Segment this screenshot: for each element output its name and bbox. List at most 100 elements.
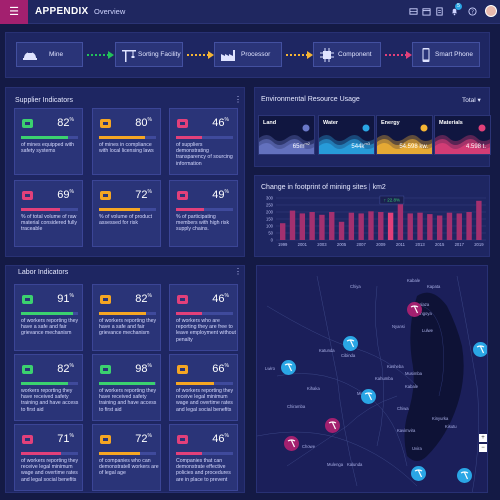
progress-fill bbox=[99, 312, 146, 315]
indicator-card[interactable]: 66% of workers reporting they receive leg… bbox=[169, 354, 238, 421]
mining-sites-map[interactable]: KabaleBusalazaChiyaKapataKalangoyaLulweN… bbox=[256, 265, 488, 493]
nav-overview-link[interactable]: Overview bbox=[94, 7, 126, 16]
indicator-card[interactable]: 82% of workers reporting they have a safe… bbox=[92, 284, 161, 351]
mining-site-pin[interactable] bbox=[407, 302, 422, 317]
chart-bar[interactable] bbox=[329, 212, 335, 240]
map-place-label: Kasheba bbox=[387, 364, 404, 369]
chart-bar[interactable] bbox=[378, 212, 384, 240]
indicator-description: % of participating members with high ris… bbox=[176, 214, 230, 233]
pickaxe-icon bbox=[328, 421, 337, 430]
chart-bar[interactable] bbox=[387, 212, 394, 240]
bolt-icon bbox=[420, 119, 428, 132]
user-avatar[interactable] bbox=[485, 5, 497, 17]
drop-icon bbox=[362, 119, 370, 132]
chart-bar[interactable] bbox=[427, 214, 433, 240]
factory-icon bbox=[221, 50, 235, 61]
indicator-card[interactable]: 46% of workers who are reporting they are… bbox=[169, 284, 238, 351]
notification-icon[interactable] bbox=[450, 7, 459, 16]
resource-card-materials[interactable]: Materials 4.598 t. bbox=[434, 115, 491, 155]
indicator-card[interactable]: 80% of mines in compliance with local lic… bbox=[92, 108, 161, 175]
chart-bar[interactable] bbox=[446, 212, 453, 240]
map-place-label: Kahumba bbox=[375, 376, 393, 381]
chart-bar[interactable] bbox=[456, 213, 462, 240]
map-place-label: Kalunda bbox=[347, 462, 363, 467]
indicator-card[interactable]: 82% workers reporting they have received … bbox=[14, 354, 83, 421]
mining-site-pin[interactable] bbox=[361, 389, 376, 404]
flow-step-processor[interactable]: Processor bbox=[214, 42, 282, 67]
chart-tooltip-label: ↑ 22.8% bbox=[384, 198, 400, 203]
chart-bar[interactable] bbox=[309, 212, 315, 240]
indicator-value: 72% bbox=[135, 433, 152, 445]
handshake-icon bbox=[21, 363, 34, 376]
x-tick-label: 2001 bbox=[298, 242, 308, 247]
chart-bar[interactable] bbox=[397, 204, 404, 240]
pickaxe-icon bbox=[410, 305, 419, 314]
resource-card-water[interactable]: Water 544km3 bbox=[318, 115, 375, 155]
progress-bar bbox=[99, 452, 156, 455]
chart-bar[interactable] bbox=[417, 212, 423, 240]
progress-fill bbox=[176, 312, 203, 315]
more-options-icon[interactable]: ⋮ bbox=[234, 95, 242, 104]
panel-title: Supplier Indicators bbox=[15, 97, 73, 104]
flow-step-label: Sorting Facility bbox=[138, 51, 181, 58]
clipboard-icon bbox=[99, 293, 112, 306]
flow-step-smart-phone[interactable]: Smart Phone bbox=[412, 42, 480, 67]
mining-site-pin[interactable] bbox=[473, 342, 487, 357]
chart-bar[interactable] bbox=[476, 200, 482, 240]
indicator-card[interactable]: 71% of workers reporting they receive leg… bbox=[14, 424, 83, 491]
mining-site-pin[interactable] bbox=[281, 360, 296, 375]
indicator-card[interactable]: 72% of companies who can demonstratell wo… bbox=[92, 424, 161, 491]
chart-bar[interactable] bbox=[348, 212, 355, 240]
resource-card-land[interactable]: Land 65mm2 bbox=[258, 115, 315, 155]
indicator-card[interactable]: 98% of workers reporting they have receiv… bbox=[92, 354, 161, 421]
zoom-out-button[interactable]: − bbox=[479, 444, 487, 452]
filter-dropdown[interactable]: Total ▾ bbox=[462, 97, 481, 104]
certificate-icon bbox=[176, 293, 189, 306]
flow-step-sorting-facility[interactable]: Sorting Facility bbox=[115, 42, 183, 67]
document-icon[interactable] bbox=[435, 7, 444, 16]
mining-site-pin[interactable] bbox=[457, 468, 472, 483]
chart-bar[interactable] bbox=[280, 223, 286, 240]
indicator-card[interactable]: 46% of suppliers demonstrating transparen… bbox=[169, 108, 238, 175]
indicator-card[interactable]: 72% % of volume of product assessed for r… bbox=[92, 180, 161, 247]
map-place-label: Kisutu bbox=[445, 424, 457, 429]
flow-step-component[interactable]: Component bbox=[313, 42, 381, 67]
progress-bar bbox=[99, 136, 156, 139]
help-icon[interactable]: ? bbox=[468, 7, 477, 16]
indicator-card[interactable]: 49% % of participating members with high … bbox=[169, 180, 238, 247]
hamburger-menu-icon[interactable]: ☰ bbox=[0, 0, 28, 24]
more-options-icon[interactable]: ⋮ bbox=[234, 267, 242, 276]
chart-bar[interactable] bbox=[299, 213, 306, 240]
inbox-icon[interactable] bbox=[409, 7, 418, 16]
indicator-card[interactable]: 91% of workers reporting they have a safe… bbox=[14, 284, 83, 351]
mining-site-pin[interactable] bbox=[343, 336, 358, 351]
chart-bar[interactable] bbox=[289, 210, 296, 240]
indicator-card[interactable]: 69% % of total volume of raw material con… bbox=[14, 180, 83, 247]
mining-site-pin[interactable] bbox=[325, 418, 340, 433]
chart-bar[interactable] bbox=[466, 212, 472, 240]
zoom-in-button[interactable]: + bbox=[479, 434, 487, 442]
calendar-icon[interactable] bbox=[422, 7, 431, 16]
chart-bar[interactable] bbox=[368, 211, 374, 240]
resource-card-energy[interactable]: Energy 54.598 kw. bbox=[376, 115, 433, 155]
chart-bar[interactable] bbox=[338, 221, 345, 240]
indicator-value: 82% bbox=[57, 117, 74, 129]
indicator-card[interactable]: 46% Companies that can demonstrate effect… bbox=[169, 424, 238, 491]
mining-site-pin[interactable] bbox=[411, 466, 426, 481]
indicator-card[interactable]: 82% of mines equipped with safety systems bbox=[14, 108, 83, 175]
pickaxe-icon bbox=[476, 345, 485, 354]
resource-value: 4.598 t. bbox=[465, 144, 486, 150]
chart-bar[interactable] bbox=[407, 213, 413, 240]
chart-bar[interactable] bbox=[319, 214, 325, 240]
map-place-label: Kihaka bbox=[307, 386, 320, 391]
x-tick-label: 2005 bbox=[337, 242, 347, 247]
flow-arrow-head bbox=[307, 51, 313, 59]
mining-site-pin[interactable] bbox=[284, 436, 299, 451]
progress-fill bbox=[176, 208, 204, 211]
chart-bar[interactable] bbox=[436, 215, 443, 241]
document-icon bbox=[176, 117, 189, 130]
megaphone-icon bbox=[21, 293, 34, 306]
chart-bar[interactable] bbox=[358, 213, 364, 240]
flow-step-mine[interactable]: Mine bbox=[16, 42, 83, 67]
resource-name: Materials bbox=[439, 120, 463, 126]
